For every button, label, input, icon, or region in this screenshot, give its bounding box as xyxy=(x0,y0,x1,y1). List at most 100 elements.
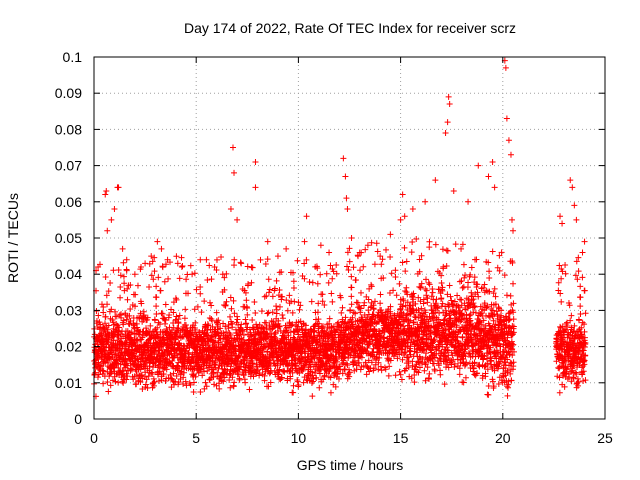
data-point xyxy=(151,317,158,324)
data-point xyxy=(111,206,118,213)
data-point xyxy=(446,282,453,289)
data-point xyxy=(399,191,406,198)
x-tick-label: 0 xyxy=(90,430,98,446)
data-point xyxy=(242,379,249,386)
data-point xyxy=(579,249,586,256)
data-point xyxy=(283,245,290,252)
data-point xyxy=(193,286,200,293)
data-point xyxy=(208,276,215,283)
data-point xyxy=(346,245,353,252)
data-point xyxy=(368,283,375,290)
data-point xyxy=(562,261,569,268)
data-point xyxy=(105,359,112,366)
data-point xyxy=(396,368,403,375)
data-point xyxy=(164,328,171,335)
data-point xyxy=(568,312,575,319)
data-point xyxy=(120,317,127,324)
data-point xyxy=(194,303,201,310)
data-point xyxy=(316,384,323,391)
data-point xyxy=(163,366,170,373)
data-point xyxy=(314,280,321,287)
data-point xyxy=(204,321,211,328)
data-point xyxy=(160,371,167,378)
data-point xyxy=(231,345,238,352)
data-point xyxy=(329,275,336,282)
data-point xyxy=(403,258,410,265)
data-point xyxy=(108,306,115,313)
data-point xyxy=(438,279,445,286)
data-point xyxy=(191,306,198,313)
data-point xyxy=(348,273,355,280)
data-point xyxy=(502,64,509,71)
y-tick-label: 0 xyxy=(74,411,82,427)
data-point xyxy=(338,309,345,316)
data-point xyxy=(470,365,477,372)
data-point xyxy=(182,322,189,329)
data-point xyxy=(198,309,205,316)
data-point xyxy=(308,298,315,305)
data-point xyxy=(142,381,149,388)
data-point xyxy=(227,294,234,301)
data-point xyxy=(117,284,124,291)
x-axis-label: GPS time / hours xyxy=(297,457,404,473)
grid-lines xyxy=(94,57,605,419)
data-point xyxy=(371,298,378,305)
data-point xyxy=(215,339,222,346)
data-point xyxy=(105,388,112,395)
data-point xyxy=(220,378,227,385)
data-point xyxy=(388,270,395,277)
data-point xyxy=(426,238,433,245)
data-point xyxy=(223,329,230,336)
data-point xyxy=(461,274,468,281)
data-point xyxy=(409,206,416,213)
data-point xyxy=(131,325,138,332)
data-point xyxy=(459,284,466,291)
data-point xyxy=(465,279,472,286)
data-point xyxy=(203,256,210,263)
data-point xyxy=(252,310,259,317)
data-point xyxy=(201,330,208,337)
data-point xyxy=(231,169,238,176)
data-point xyxy=(409,238,416,245)
data-point xyxy=(100,368,107,375)
data-point xyxy=(491,285,498,292)
data-point xyxy=(413,236,420,243)
data-point xyxy=(574,375,581,382)
data-point xyxy=(225,321,232,328)
data-point xyxy=(445,364,452,371)
data-point xyxy=(158,310,165,317)
data-point xyxy=(276,286,283,293)
data-point xyxy=(189,271,196,278)
data-point xyxy=(182,378,189,385)
data-point xyxy=(107,382,114,389)
data-point xyxy=(216,385,223,392)
data-point xyxy=(230,297,237,304)
data-point xyxy=(123,267,130,274)
data-point xyxy=(229,374,236,381)
data-point xyxy=(237,259,244,266)
data-point xyxy=(234,216,241,223)
data-point xyxy=(426,281,433,288)
data-point xyxy=(231,256,238,263)
data-point xyxy=(98,301,105,308)
data-point xyxy=(201,368,208,375)
data-point xyxy=(128,329,135,336)
data-point xyxy=(179,262,186,269)
data-point xyxy=(173,350,180,357)
data-point xyxy=(573,216,580,223)
data-point xyxy=(199,372,206,379)
data-point xyxy=(390,287,397,294)
data-point xyxy=(167,371,174,378)
data-point xyxy=(202,379,209,386)
y-tick-label: 0.04 xyxy=(55,266,82,282)
y-tick-label: 0.08 xyxy=(55,121,82,137)
data-point xyxy=(386,363,393,370)
data-point xyxy=(153,294,160,301)
data-point xyxy=(158,245,165,252)
x-tick-label: 15 xyxy=(393,430,409,446)
data-point xyxy=(108,369,115,376)
data-point xyxy=(278,269,285,276)
data-point xyxy=(577,303,584,310)
data-point xyxy=(238,260,245,267)
data-point xyxy=(309,279,316,286)
